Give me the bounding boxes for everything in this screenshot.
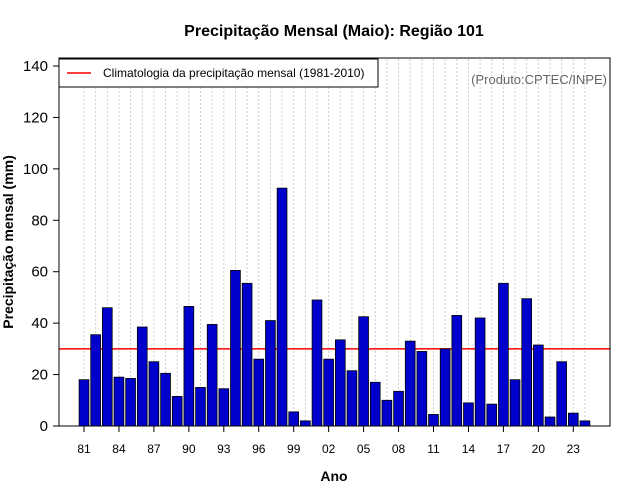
bar-05	[358, 316, 369, 427]
bar-95	[241, 282, 253, 427]
x-tick-label: 02	[322, 442, 336, 456]
bar-90	[183, 306, 195, 427]
y-tick-label: 20	[31, 367, 48, 384]
bar-87	[148, 361, 160, 427]
x-tick-label: 17	[497, 442, 511, 456]
bar-03	[334, 339, 346, 427]
bar-16	[486, 403, 498, 427]
bar-01	[311, 299, 323, 427]
y-tick-label: 80	[31, 212, 48, 229]
bar-14	[463, 402, 474, 427]
bar-10	[416, 351, 428, 427]
bar-84	[113, 376, 125, 427]
bar-88	[160, 372, 171, 427]
legend-box	[58, 58, 379, 88]
x-tick-label: 20	[532, 442, 546, 456]
bar-83	[102, 307, 113, 427]
bar-04	[346, 370, 358, 427]
y-tick-label: 140	[23, 58, 48, 75]
x-axis-label: Ano	[320, 468, 347, 484]
bar-89	[171, 396, 183, 427]
bar-94	[230, 270, 241, 427]
legend: Climatologia da precipitação mensal (198…	[58, 58, 379, 88]
bar-22	[556, 361, 567, 427]
legend-entry-climatology: Climatologia da precipitação mensal (198…	[103, 66, 364, 80]
bar-02	[323, 358, 334, 427]
source-annotation: (Produto:CPTEC/INPE)	[471, 72, 607, 87]
y-axis: 0 20 40 60 80 100 120 140	[23, 58, 59, 435]
bar-11	[428, 414, 439, 427]
x-tick-label: 84	[112, 442, 126, 456]
bar-20	[533, 344, 544, 427]
x-tick-label: 96	[252, 442, 266, 456]
bars	[78, 187, 591, 427]
bar-08	[393, 390, 404, 427]
bar-09	[404, 340, 416, 427]
y-axis-label: Precipitação mensal (mm)	[0, 155, 16, 329]
bar-17	[498, 282, 509, 427]
bar-96	[253, 358, 265, 427]
x-tick-label: 87	[147, 442, 161, 456]
chart-title: Precipitação Mensal (Maio): Região 101	[184, 23, 484, 40]
bar-85	[125, 378, 136, 427]
y-tick-label: 0	[40, 418, 48, 435]
bar-93	[218, 388, 230, 427]
x-tick-label: 23	[567, 442, 581, 456]
x-tick-label: 90	[182, 442, 196, 456]
bar-23	[568, 412, 579, 427]
x-axis: 81 84 87 90 93 96 99 02 05 08 11 14 17 20 23	[77, 426, 580, 456]
bar-98	[276, 187, 288, 427]
bar-21	[544, 416, 556, 427]
bar-99	[288, 411, 299, 427]
bar-15	[474, 317, 486, 427]
plot-area	[58, 57, 611, 427]
x-tick-label: 99	[287, 442, 301, 456]
bar-00	[300, 420, 311, 427]
bar-07	[381, 399, 393, 427]
x-tick-label: 08	[392, 442, 406, 456]
bar-06	[369, 381, 381, 427]
y-tick-label: 60	[31, 264, 48, 281]
bar-19	[521, 298, 532, 427]
x-tick-label: 05	[357, 442, 371, 456]
bar-13	[451, 315, 463, 427]
y-tick-label: 40	[31, 315, 48, 332]
x-tick-label: 93	[217, 442, 231, 456]
y-tick-label: 100	[23, 161, 48, 178]
bar-24	[579, 420, 591, 427]
bar-92	[206, 324, 218, 427]
x-tick-label: 11	[427, 442, 440, 456]
bar-81	[78, 379, 90, 427]
bar-18	[509, 379, 521, 427]
x-tick-label: 14	[462, 442, 476, 456]
y-tick-label: 120	[23, 109, 48, 126]
x-tick-label: 81	[77, 442, 91, 456]
bar-97	[265, 320, 276, 427]
bar-12	[439, 348, 451, 427]
bar-91	[195, 387, 206, 427]
bar-82	[90, 334, 101, 427]
bar-86	[136, 326, 148, 427]
